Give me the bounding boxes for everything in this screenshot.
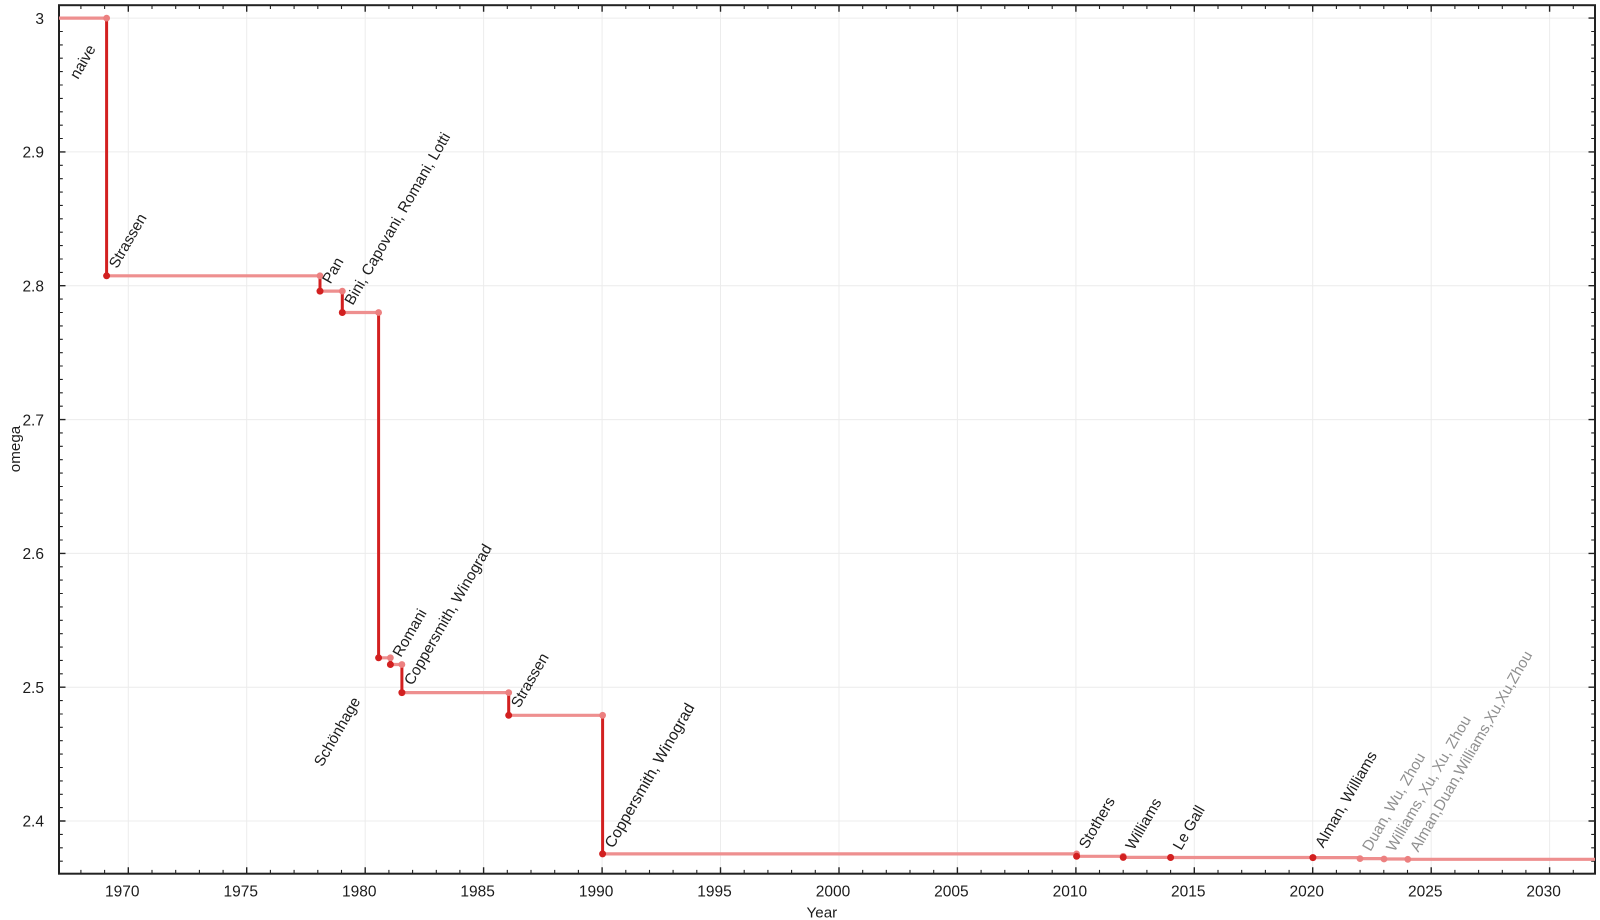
svg-text:1975: 1975 — [223, 884, 257, 901]
svg-text:2.4: 2.4 — [22, 814, 44, 831]
svg-text:2010: 2010 — [1053, 884, 1088, 901]
svg-text:1995: 1995 — [697, 884, 731, 901]
svg-text:2030: 2030 — [1526, 884, 1561, 901]
svg-text:2005: 2005 — [934, 884, 968, 901]
svg-text:omega: omega — [7, 425, 24, 472]
svg-text:2.6: 2.6 — [22, 546, 44, 563]
svg-text:2.8: 2.8 — [22, 278, 44, 295]
svg-text:1970: 1970 — [105, 884, 140, 901]
svg-text:1990: 1990 — [579, 884, 614, 901]
svg-text:Year: Year — [807, 905, 838, 920]
svg-text:2.9: 2.9 — [22, 145, 44, 162]
svg-text:3: 3 — [35, 11, 44, 28]
svg-text:2000: 2000 — [816, 884, 851, 901]
svg-text:2.5: 2.5 — [22, 680, 44, 697]
svg-text:2.7: 2.7 — [22, 412, 44, 429]
svg-text:2025: 2025 — [1408, 884, 1442, 901]
svg-text:1980: 1980 — [342, 884, 377, 901]
svg-text:2015: 2015 — [1171, 884, 1205, 901]
svg-text:2020: 2020 — [1289, 884, 1324, 901]
svg-text:1985: 1985 — [460, 884, 494, 901]
